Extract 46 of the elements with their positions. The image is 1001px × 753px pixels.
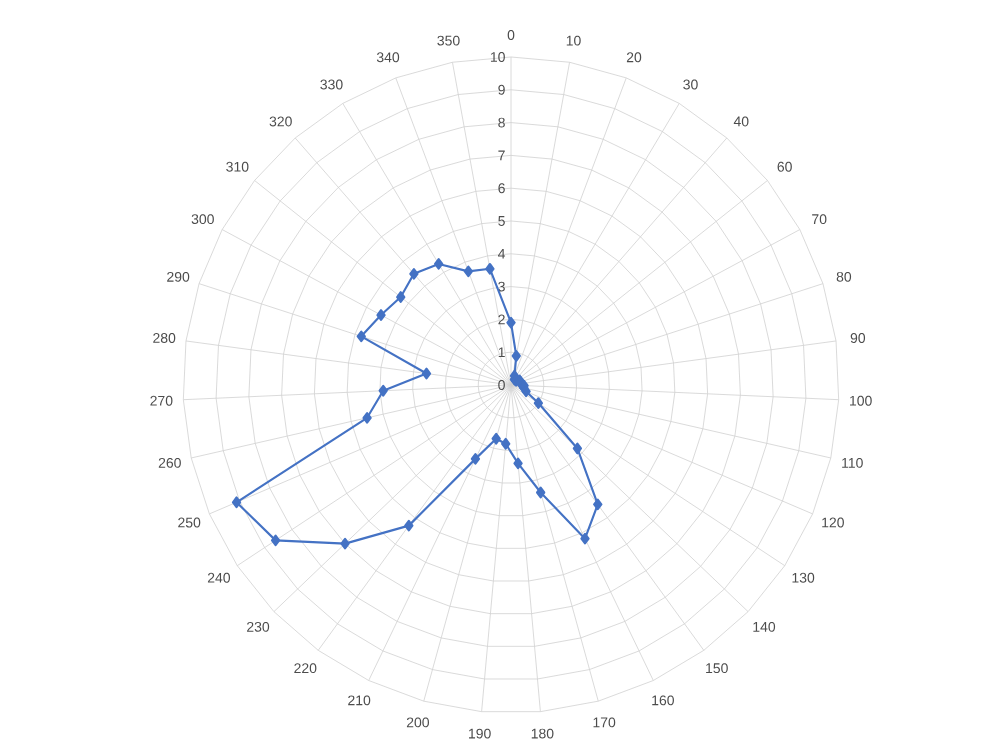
spoke-label: 280 <box>153 333 176 343</box>
spoke-label: 70 <box>812 214 827 225</box>
spoke-label: 260 <box>158 457 181 468</box>
spoke-label: 140 <box>753 621 776 632</box>
spoke-label: 190 <box>469 728 491 739</box>
spoke-label: 90 <box>850 333 866 343</box>
y-tick-label: 6 <box>498 183 505 194</box>
y-tick-label: 0 <box>498 380 505 390</box>
y-tick-label: 2 <box>498 314 505 325</box>
spoke-label: 320 <box>269 116 292 127</box>
spoke-label: 230 <box>247 621 270 632</box>
spoke-label: 200 <box>406 717 430 728</box>
spoke-label: 110 <box>842 457 863 468</box>
spoke-label: 60 <box>777 161 792 172</box>
spoke-label: 270 <box>150 395 173 406</box>
spoke-label: 250 <box>178 517 201 528</box>
spoke-label: 150 <box>706 663 728 674</box>
spoke-label: 10 <box>566 35 581 46</box>
y-tick-label: 3 <box>498 281 505 292</box>
spoke-label: 0 <box>507 30 515 40</box>
spoke-label: 170 <box>593 717 616 728</box>
spoke-label: 340 <box>376 52 400 63</box>
y-tick-label: 7 <box>498 150 505 161</box>
y-tick-label: 5 <box>498 216 505 226</box>
y-tick-label: 1 <box>498 347 505 357</box>
spoke-label: 210 <box>348 695 371 706</box>
spoke-label: 40 <box>733 116 749 127</box>
spoke-label: 240 <box>207 572 231 583</box>
spoke-label: 20 <box>626 52 642 63</box>
y-tick-label: 4 <box>498 248 506 259</box>
spoke-label: 100 <box>850 395 872 406</box>
y-tick-label: 10 <box>490 52 505 62</box>
spoke-label: 330 <box>320 79 343 90</box>
spoke-label: 300 <box>191 214 214 225</box>
spoke-label: 160 <box>652 695 674 706</box>
y-tick-label: 8 <box>498 117 505 128</box>
spoke-label: 350 <box>437 35 460 46</box>
spoke-label: 310 <box>226 161 249 172</box>
spoke-label: 120 <box>822 517 844 528</box>
spoke-label: 180 <box>531 728 554 739</box>
spoke-label: 130 <box>792 572 815 583</box>
spoke-label: 80 <box>836 271 852 282</box>
spoke-label: 220 <box>294 663 317 674</box>
spoke-label: 290 <box>167 271 190 282</box>
y-tick-label: 9 <box>498 84 505 95</box>
spoke-label: 30 <box>683 79 698 90</box>
